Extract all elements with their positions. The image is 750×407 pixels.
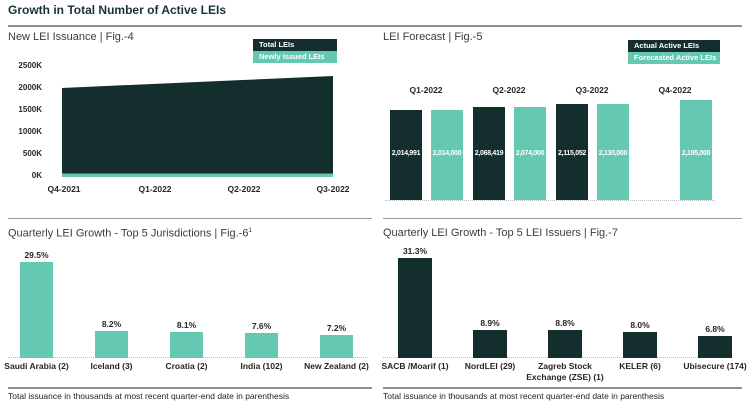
fig4-total-leis-area xyxy=(62,75,333,174)
pct-value-label: 7.6% xyxy=(251,321,272,332)
fig5-actual-bar xyxy=(473,107,505,200)
pct-bar xyxy=(95,331,128,358)
category-label: India (102) xyxy=(240,361,283,371)
fig4-y-tick: 2500K xyxy=(18,61,42,70)
pct-value-label: 7.2% xyxy=(326,322,347,333)
fig6-footer-divider xyxy=(8,387,372,389)
left-mid-divider xyxy=(8,218,372,219)
fig5-forecast-bar xyxy=(514,106,546,200)
fig4-legend: Total LEIs Newly Issued LEIs xyxy=(253,39,337,63)
legend-item-total-leis: Total LEIs xyxy=(253,39,337,51)
fig5-legend: Actual Active LEIs Forecasted Active LEI… xyxy=(628,40,720,64)
pct-bar xyxy=(398,257,432,358)
pct-bar xyxy=(320,334,353,358)
fig5-title: LEI Forecast | Fig.-5 xyxy=(383,31,483,43)
fig5-forecast-bar xyxy=(431,110,463,200)
fig5-actual-value: 2,068,419 xyxy=(474,150,504,157)
fig7-footer-divider xyxy=(383,387,742,389)
fig4-y-tick: 0K xyxy=(31,171,42,180)
pct-bar xyxy=(170,331,203,358)
fig5-actual-bar xyxy=(390,110,422,200)
pct-bar xyxy=(548,329,582,358)
fig5-actual-value: 2,115,052 xyxy=(557,150,587,157)
pct-bar xyxy=(473,329,507,358)
pct-bar xyxy=(245,333,278,358)
fig5-quarter-label: Q1-2022 xyxy=(409,85,443,95)
fig5-forecast-value: 2,074,000 xyxy=(515,150,545,157)
fig5-quarter-label: Q3-2022 xyxy=(575,85,609,95)
fig4-y-tick: 2000K xyxy=(18,83,42,92)
pct-bar xyxy=(623,332,657,358)
header-divider xyxy=(8,25,742,27)
category-label: Croatia (2) xyxy=(165,361,208,371)
category-label: Saudi Arabia (2) xyxy=(4,361,69,371)
legend-item-forecasted-active-leis: Forecasted Active LEIs xyxy=(628,52,720,64)
fig4-x-tick: Q4-2021 xyxy=(47,184,81,194)
pct-bar xyxy=(20,262,53,358)
pct-bar xyxy=(698,336,732,358)
fig5-quarter-label: Q2-2022 xyxy=(492,85,526,95)
fig5-actual-value: 2,014,991 xyxy=(391,150,421,157)
category-label: New Zealand (2) xyxy=(304,361,369,371)
page-title: Growth in Total Number of Active LEIs xyxy=(8,3,227,17)
fig5-forecast-value: 2,014,000 xyxy=(432,150,462,157)
fig5-forecast-bar xyxy=(680,100,712,200)
fig5-baseline xyxy=(385,200,715,201)
fig6-title-footnote-marker: 1 xyxy=(248,227,253,234)
legend-item-actual-active-leis: Actual Active LEIs xyxy=(628,40,720,52)
pct-value-label: 8.8% xyxy=(555,317,575,328)
pct-value-label: 31.3% xyxy=(402,245,428,256)
pct-value-label: 6.8% xyxy=(705,324,725,335)
fig5-actual-bar xyxy=(556,104,588,200)
category-label: KELER (6) xyxy=(619,361,661,371)
category-label: Zagreb Stock Exchange (ZSE) (1) xyxy=(526,361,604,382)
category-label: SACB /Moarif (1) xyxy=(381,361,449,371)
fig4-y-tick: 1500K xyxy=(18,105,42,114)
fig5-forecast-bar xyxy=(597,103,629,200)
fig4-y-tick: 500K xyxy=(22,149,42,158)
legend-item-newly-issued-leis: Newly Issued LEIs xyxy=(253,51,337,63)
fig6-title-text: Quarterly LEI Growth - Top 5 Jurisdictio… xyxy=(8,227,249,240)
fig5-quarter-label: Q4-2022 xyxy=(658,85,692,95)
fig4-title: New LEI Issuance | Fig.-4 xyxy=(8,31,134,43)
pct-value-label: 8.1% xyxy=(176,319,197,330)
right-mid-divider xyxy=(383,218,742,219)
fig4-x-tick: Q2-2022 xyxy=(227,184,261,194)
fig5-forecast-value: 2,130,000 xyxy=(598,150,628,157)
pct-value-label: 8.0% xyxy=(630,320,650,331)
fig4-area-plot xyxy=(62,75,333,177)
fig7-title: Quarterly LEI Growth - Top 5 LEI Issuers… xyxy=(383,227,618,239)
fig4-y-tick: 1000K xyxy=(18,127,42,136)
pct-value-label: 29.5% xyxy=(24,250,49,261)
pct-value-label: 8.9% xyxy=(480,317,500,328)
fig4-x-tick: Q3-2022 xyxy=(316,184,350,194)
fig6-title: Quarterly LEI Growth - Top 5 Jurisdictio… xyxy=(8,227,252,240)
fig7-footnote: Total issuance in thousands at most rece… xyxy=(383,391,665,401)
fig5-forecast-value: 2,195,000 xyxy=(681,150,711,157)
fig4-x-tick: Q1-2022 xyxy=(138,184,172,194)
fig4-newly-issued-area xyxy=(62,173,333,177)
category-label: Ubisecure (174) xyxy=(683,361,747,371)
pct-value-label: 8.2% xyxy=(101,319,122,330)
category-label: Iceland (3) xyxy=(90,361,133,371)
fig6-footnote: Total issuance in thousands at most rece… xyxy=(8,391,290,401)
category-label: NordLEI (29) xyxy=(464,361,516,371)
